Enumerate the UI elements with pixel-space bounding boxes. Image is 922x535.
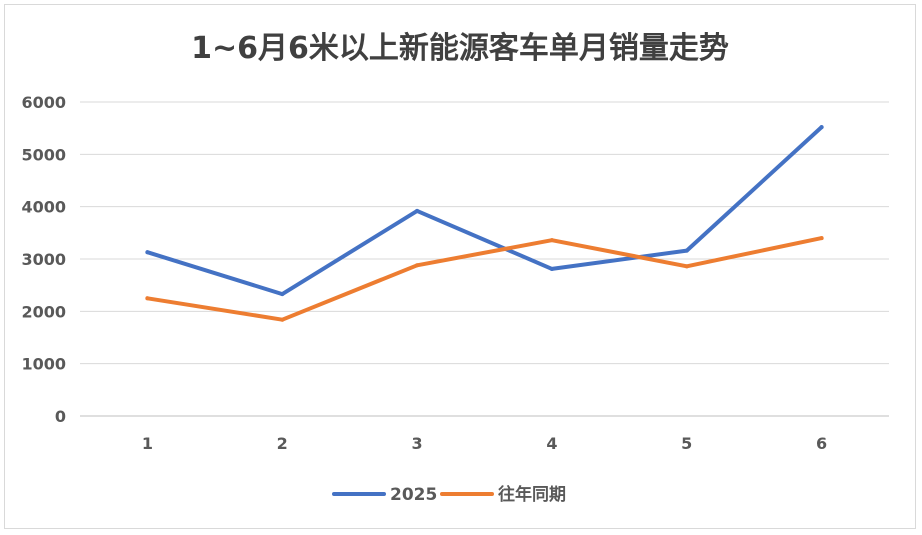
chart-title: 1~6月6米以上新能源客车单月销量走势 xyxy=(191,31,729,66)
x-axis-ticks: 1 2 3 4 5 6 xyxy=(142,434,827,453)
y-tick-label: 4000 xyxy=(21,198,66,217)
series-line-2 xyxy=(145,236,824,322)
series-line-1 xyxy=(145,125,824,297)
y-tick-label: 1000 xyxy=(21,355,66,374)
x-tick-label: 5 xyxy=(681,434,692,453)
gridlines xyxy=(80,101,889,417)
y-tick-label: 6000 xyxy=(21,93,66,112)
data-point xyxy=(280,292,285,297)
x-tick-label: 1 xyxy=(142,434,153,453)
data-point xyxy=(145,250,150,255)
y-tick-label: 3000 xyxy=(21,250,66,269)
x-tick-label: 2 xyxy=(277,434,288,453)
data-point xyxy=(415,263,420,268)
series-lines xyxy=(145,125,824,322)
data-point xyxy=(280,317,285,322)
x-tick-label: 4 xyxy=(546,434,557,453)
y-axis-ticks: 0 1000 2000 3000 4000 5000 6000 xyxy=(21,93,66,426)
data-point xyxy=(415,208,420,213)
data-point xyxy=(684,248,689,253)
x-tick-label: 3 xyxy=(412,434,423,453)
y-tick-label: 2000 xyxy=(21,302,66,321)
data-point xyxy=(549,238,554,243)
legend: 2025 往年同期 xyxy=(332,484,566,505)
x-tick-label: 6 xyxy=(816,434,827,453)
data-point xyxy=(684,264,689,269)
legend-label: 2025 xyxy=(390,485,437,505)
chart-frame xyxy=(4,4,916,529)
data-point xyxy=(145,296,150,301)
legend-label: 往年同期 xyxy=(498,484,566,505)
y-tick-label: 5000 xyxy=(21,145,66,164)
y-tick-label: 0 xyxy=(55,407,66,426)
data-point xyxy=(819,125,824,130)
data-point xyxy=(819,236,824,241)
data-point xyxy=(549,266,554,271)
